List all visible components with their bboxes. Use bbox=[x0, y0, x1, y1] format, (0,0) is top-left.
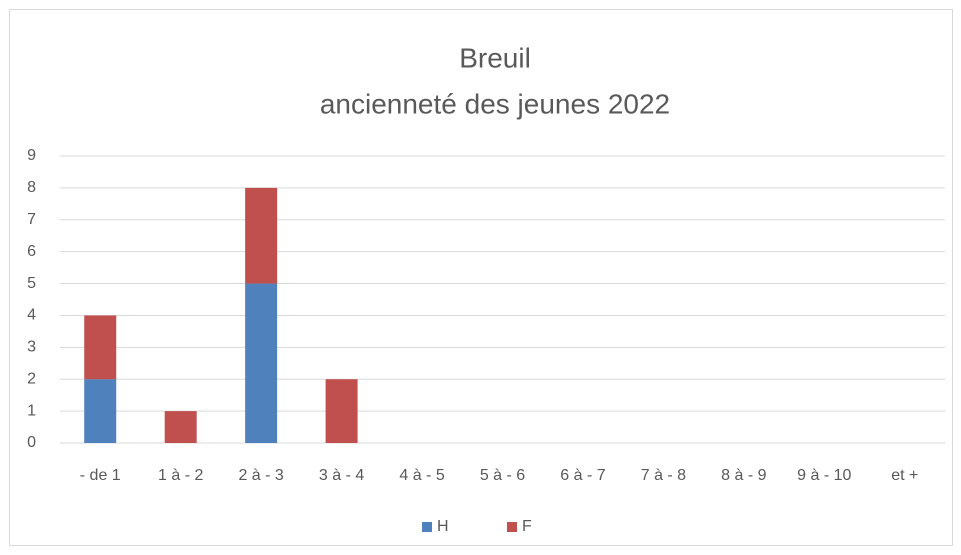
chart-border bbox=[9, 9, 953, 546]
y-tick-label: 5 bbox=[27, 275, 36, 292]
y-tick-label: 9 bbox=[27, 147, 36, 164]
chart-subtitle: ancienneté des jeunes 2022 bbox=[320, 88, 670, 119]
legend-label: H bbox=[437, 518, 449, 535]
x-tick-label: 5 à - 6 bbox=[480, 467, 525, 484]
x-tick-label: 8 à - 9 bbox=[721, 467, 766, 484]
bar-segment bbox=[325, 379, 358, 443]
legend-swatch bbox=[422, 522, 432, 532]
x-tick-label: 2 à - 3 bbox=[238, 467, 283, 484]
legend-swatch bbox=[507, 522, 517, 532]
y-tick-label: 0 bbox=[27, 434, 36, 451]
chart-title: Breuil bbox=[459, 42, 531, 73]
legend-label: F bbox=[522, 518, 532, 535]
x-tick-label: et + bbox=[891, 467, 918, 484]
x-tick-label: 3 à - 4 bbox=[319, 467, 364, 484]
x-tick-label: 9 à - 10 bbox=[797, 467, 851, 484]
bar-segment bbox=[245, 283, 278, 443]
y-tick-label: 4 bbox=[27, 307, 36, 324]
y-tick-label: 7 bbox=[27, 211, 36, 228]
y-tick-label: 2 bbox=[27, 370, 36, 387]
y-tick-label: 6 bbox=[27, 243, 36, 260]
x-tick-label: 7 à - 8 bbox=[641, 467, 686, 484]
y-tick-label: 1 bbox=[27, 402, 36, 419]
y-tick-label: 3 bbox=[27, 339, 36, 356]
bar-segment bbox=[245, 187, 278, 284]
x-tick-label: - de 1 bbox=[80, 467, 121, 484]
bar-segment bbox=[84, 379, 117, 443]
x-tick-label: 6 à - 7 bbox=[560, 467, 605, 484]
x-tick-label: 1 à - 2 bbox=[158, 467, 203, 484]
x-tick-label: 4 à - 5 bbox=[399, 467, 444, 484]
y-tick-label: 8 bbox=[27, 179, 36, 196]
bar-segment bbox=[164, 411, 197, 443]
bar-segment bbox=[84, 315, 117, 380]
